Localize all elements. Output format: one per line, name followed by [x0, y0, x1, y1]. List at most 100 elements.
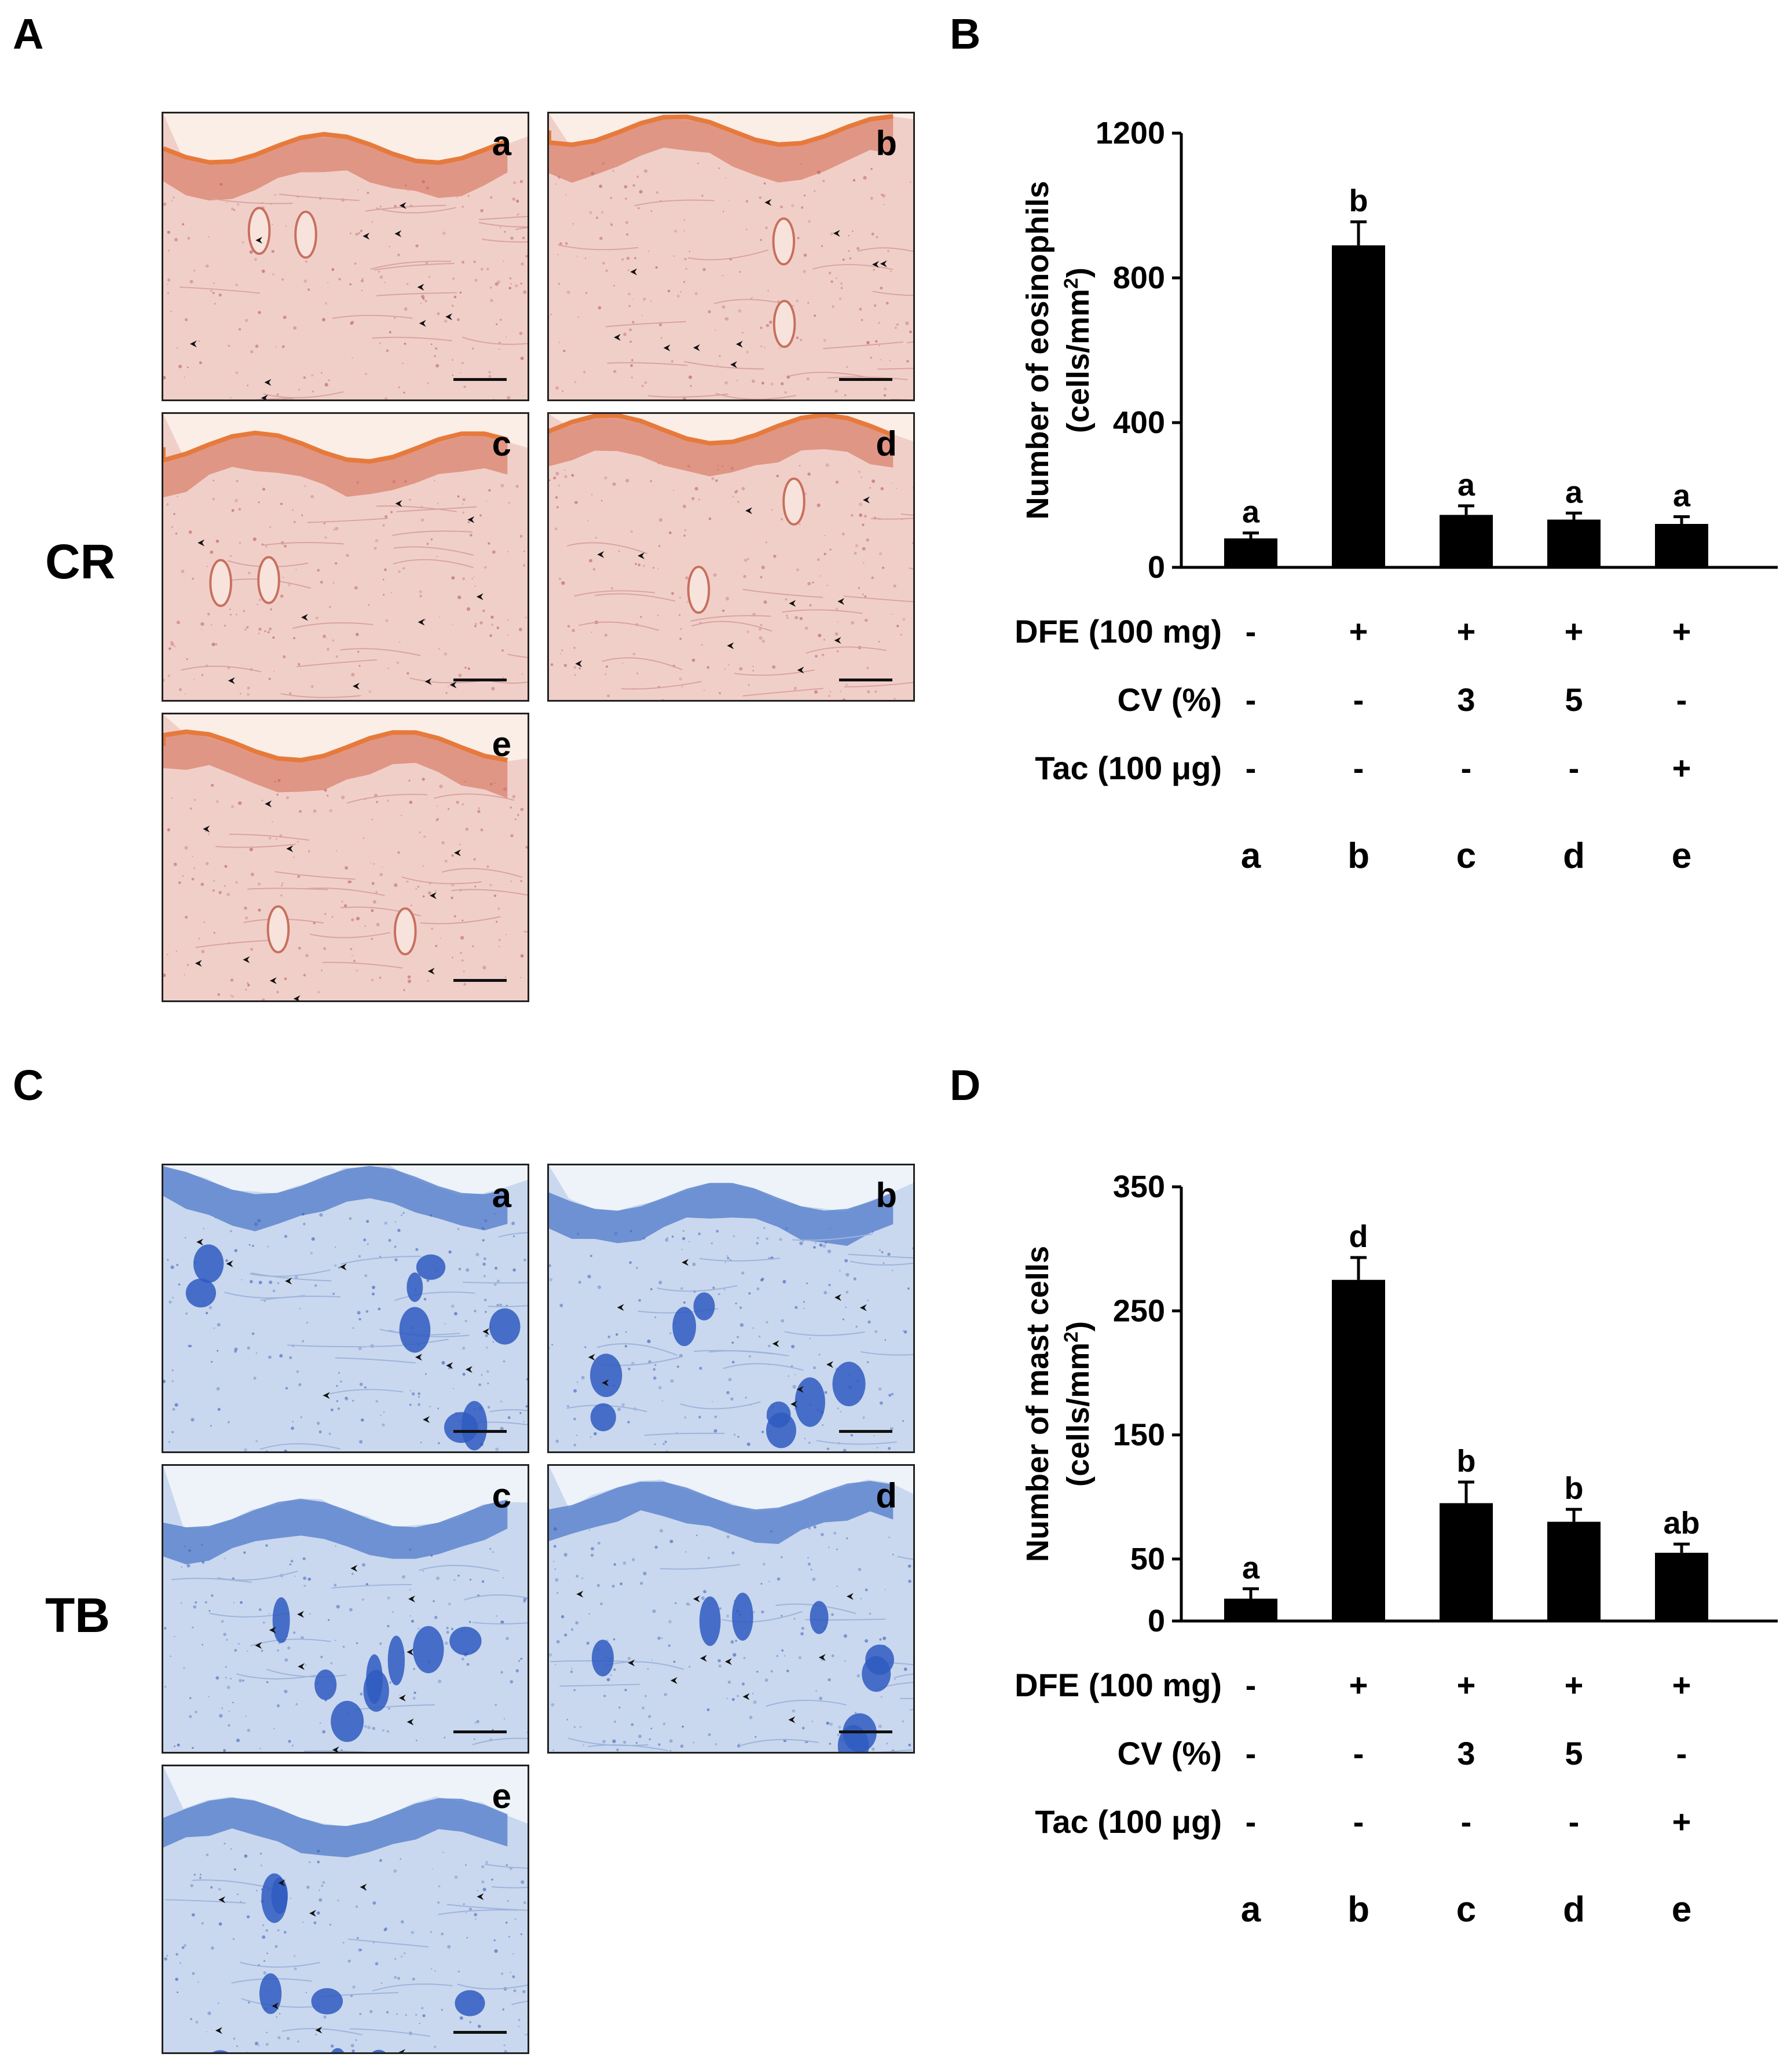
micrograph-label: b — [876, 1176, 897, 1215]
group-label: a — [1241, 836, 1261, 876]
treatment-value: - — [1353, 1735, 1364, 1772]
treatment-value: + — [1672, 613, 1691, 650]
treatment-row-label: Tac (100 μg) — [1035, 750, 1222, 786]
micrograph-tb-d: d — [547, 1464, 915, 1754]
panel-letter-A: A — [13, 10, 44, 58]
tissue-texture — [163, 1766, 528, 2052]
treatment-row-label: CV (%) — [1118, 1735, 1222, 1772]
group-label: c — [1456, 1890, 1476, 1930]
group-label: e — [1672, 836, 1691, 876]
micrograph-label: b — [876, 124, 897, 163]
micrograph-cr-c: c — [162, 412, 529, 702]
group-label: d — [1563, 1890, 1585, 1930]
y-axis-label-unit: (cells/mm2) — [1060, 1321, 1096, 1487]
tissue-texture — [549, 414, 913, 700]
scale-bar — [839, 1730, 892, 1733]
micrograph-label: e — [492, 725, 511, 764]
treatment-value: + — [1672, 750, 1691, 786]
y-tick-label: 0 — [1148, 550, 1165, 585]
micrograph-label: d — [876, 1476, 897, 1515]
micrograph-label: c — [492, 1476, 511, 1515]
micrograph-label: d — [876, 424, 897, 463]
treatment-value: - — [1246, 1803, 1257, 1840]
treatment-value: - — [1353, 1803, 1364, 1840]
tissue-texture — [163, 1466, 528, 1752]
scale-bar — [839, 378, 892, 381]
treatment-value: 5 — [1565, 681, 1583, 718]
bar-a — [1224, 538, 1277, 567]
group-label: d — [1563, 836, 1585, 876]
significance-label: b — [1349, 184, 1368, 218]
tissue-texture — [549, 113, 913, 399]
treatment-value: - — [1461, 750, 1472, 786]
y-tick-label: 0 — [1148, 1604, 1165, 1638]
y-tick-label: 50 — [1130, 1542, 1165, 1576]
tissue-texture — [163, 714, 528, 1000]
stain-label-cr: CR — [45, 534, 116, 589]
tissue-texture — [163, 113, 528, 399]
y-tick-label: 1200 — [1096, 116, 1165, 151]
y-tick-label: 350 — [1113, 1169, 1165, 1204]
treatment-value: 3 — [1457, 681, 1475, 718]
treatment-value: + — [1565, 1667, 1584, 1703]
treatment-row-label: DFE (100 mg) — [1015, 613, 1222, 650]
micrograph-tb-e: e — [162, 1765, 529, 2054]
treatment-value: - — [1569, 1803, 1580, 1840]
treatment-value: + — [1349, 1667, 1368, 1703]
significance-label: a — [1458, 468, 1475, 503]
treatment-value: - — [1353, 681, 1364, 718]
bar-c — [1440, 1503, 1493, 1621]
significance-label: a — [1673, 479, 1691, 514]
scale-bar — [453, 378, 507, 381]
treatment-value: 5 — [1565, 1735, 1583, 1772]
scale-bar — [453, 679, 507, 681]
micrograph-cr-a: a — [162, 112, 529, 401]
y-tick-label: 250 — [1113, 1293, 1165, 1328]
bar-b — [1332, 245, 1385, 567]
treatment-row-label: DFE (100 mg) — [1015, 1667, 1222, 1703]
significance-label: a — [1565, 475, 1583, 509]
treatment-row-label: CV (%) — [1118, 681, 1222, 718]
treatment-value: 3 — [1457, 1735, 1475, 1772]
bar-d — [1547, 519, 1601, 567]
tissue-texture — [163, 1165, 528, 1451]
group-label: a — [1241, 1890, 1261, 1930]
treatment-value: - — [1246, 1667, 1257, 1703]
micrograph-cr-b: b — [547, 112, 915, 401]
y-axis-label: Number of mast cells — [1020, 1246, 1055, 1562]
treatment-value: - — [1246, 613, 1257, 650]
stain-label-tb: TB — [45, 1588, 110, 1642]
scale-bar — [453, 979, 507, 982]
chart-eosinophils: 0 400 800 1200 Number of eosinophils (cells/m… — [1015, 116, 1778, 876]
micrograph-tb-c: c — [162, 1464, 529, 1754]
micrograph-cr-e: e — [162, 713, 529, 1002]
panel-letter-D: D — [950, 1061, 981, 1109]
treatment-value: + — [1672, 1803, 1691, 1840]
tissue-texture — [549, 1466, 913, 1752]
group-label: b — [1347, 836, 1369, 876]
treatment-value: - — [1676, 681, 1687, 718]
bar-e — [1655, 524, 1708, 567]
treatment-value: - — [1246, 750, 1257, 786]
scale-bar — [453, 1430, 507, 1433]
treatment-value: - — [1353, 750, 1364, 786]
group-label: c — [1456, 836, 1476, 876]
y-tick-label: 800 — [1113, 261, 1165, 295]
micrograph-label: a — [492, 1176, 511, 1215]
bar-a — [1224, 1598, 1277, 1621]
treatment-value: - — [1569, 750, 1580, 786]
tissue-texture — [163, 414, 528, 700]
panel-letter-B: B — [950, 10, 981, 58]
tissue-texture — [549, 1165, 913, 1451]
chart-mast-cells: 0 50 150 250 350 Number of mast cells (cells/m… — [1015, 1169, 1778, 1930]
significance-label: b — [1457, 1444, 1476, 1479]
y-axis-label: Number of eosinophils — [1020, 181, 1055, 519]
significance-label: a — [1242, 495, 1260, 530]
treatment-value: - — [1676, 1735, 1687, 1772]
micrograph-tb-b: b — [547, 1164, 915, 1453]
treatment-value: - — [1246, 1735, 1257, 1772]
bar-c — [1440, 515, 1493, 567]
panel-letter-C: C — [13, 1061, 44, 1109]
significance-label: ab — [1663, 1506, 1700, 1541]
treatment-value: + — [1457, 613, 1476, 650]
